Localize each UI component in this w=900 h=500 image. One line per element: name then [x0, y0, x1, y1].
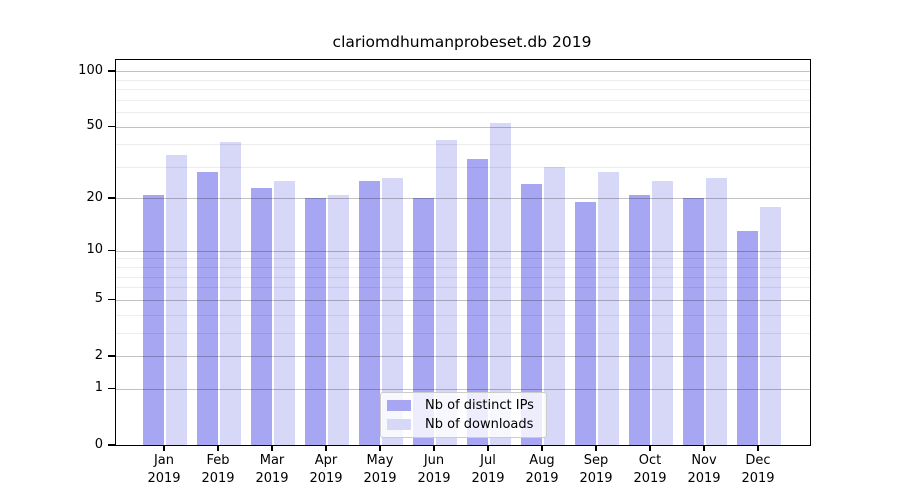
legend-swatch-downloads: [387, 419, 411, 430]
x-tick: [271, 445, 273, 451]
x-tick-label-oct: Oct 2019: [633, 453, 667, 486]
y-tick-label: 1: [94, 380, 103, 396]
x-tick-label-mar: Mar 2019: [255, 453, 289, 486]
bar-downloads-oct: [652, 181, 673, 445]
y-tick: [108, 249, 115, 252]
minor-gridline: [116, 287, 810, 289]
x-tick: [379, 445, 381, 451]
bar-ips-jun: [413, 198, 434, 445]
y-tick-label: 10: [86, 242, 103, 258]
x-tick-label-nov: Nov 2019: [687, 453, 721, 486]
x-tick: [433, 445, 435, 451]
minor-gridline: [116, 332, 810, 334]
bar-ips-feb: [197, 172, 218, 445]
legend-item-distinct-ips: Nb of distinct IPs: [387, 396, 540, 415]
y-tick-label: 5: [94, 291, 103, 307]
bar-ips-apr: [305, 198, 326, 445]
minor-gridline: [116, 99, 810, 101]
bar-downloads-sep: [598, 172, 619, 445]
bar-ips-mar: [251, 187, 272, 445]
y-tick-label: 50: [86, 118, 103, 134]
x-tick: [487, 445, 489, 451]
bar-downloads-dec: [760, 206, 781, 445]
bar-downloads-nov: [706, 178, 727, 445]
x-tick: [757, 445, 759, 451]
major-gridline: [116, 356, 810, 357]
plot-area: [115, 59, 811, 446]
x-tick: [649, 445, 651, 451]
bar-downloads-feb: [220, 142, 241, 445]
x-tick-label-may: May 2019: [363, 453, 397, 486]
x-tick: [703, 445, 705, 451]
major-gridline: [116, 250, 810, 252]
minor-gridline: [116, 79, 810, 81]
bar-downloads-jan: [166, 154, 187, 445]
bar-downloads-jun: [436, 140, 457, 445]
y-tick: [108, 197, 115, 199]
y-tick-label: 100: [78, 62, 103, 78]
y-tick: [108, 125, 115, 128]
major-gridline: [116, 198, 810, 200]
bar-ips-may: [359, 181, 380, 445]
chart-title: clariomdhumanprobeset.db 2019: [332, 33, 592, 51]
y-tick-label: 2: [94, 347, 103, 363]
minor-gridline: [116, 267, 810, 269]
minor-gridline: [116, 112, 810, 114]
minor-gridline: [116, 258, 810, 260]
x-tick-label-jan: Jan 2019: [147, 453, 181, 486]
y-tick-label: 20: [86, 189, 103, 205]
x-tick-label-dec: Dec 2019: [741, 453, 775, 486]
bar-ips-oct: [629, 194, 650, 445]
bar-ips-nov: [683, 198, 704, 445]
y-tick: [108, 298, 115, 301]
x-tick: [595, 445, 597, 451]
y-tick: [108, 387, 115, 390]
bar-downloads-jul: [490, 123, 511, 445]
x-tick: [217, 445, 219, 451]
y-tick: [108, 444, 115, 446]
minor-gridline: [116, 314, 810, 316]
legend-label-downloads: Nb of downloads: [425, 417, 534, 432]
legend-swatch-distinct-ips: [387, 400, 411, 411]
minor-gridline: [116, 89, 810, 91]
x-tick: [541, 445, 543, 451]
minor-gridline: [116, 144, 810, 146]
major-gridline: [116, 71, 810, 73]
x-tick-label-jul: Jul 2019: [471, 453, 505, 486]
x-tick-label-aug: Aug 2019: [525, 453, 559, 486]
bar-ips-jan: [143, 194, 164, 445]
x-tick-label-sep: Sep 2019: [579, 453, 613, 486]
major-gridline: [116, 388, 810, 390]
x-tick-label-jun: Jun 2019: [417, 453, 451, 486]
bar-downloads-may: [382, 178, 403, 445]
y-tick: [108, 70, 115, 72]
x-tick-label-feb: Feb 2019: [201, 453, 235, 486]
legend: Nb of distinct IPs Nb of downloads: [380, 392, 547, 438]
bar-ips-sep: [575, 202, 596, 445]
bar-downloads-mar: [274, 181, 295, 445]
bar-ips-jul: [467, 159, 488, 445]
major-gridline: [116, 126, 810, 128]
minor-gridline: [116, 276, 810, 278]
bar-downloads-aug: [544, 166, 565, 445]
bar-ips-dec: [737, 231, 758, 445]
y-tick: [108, 355, 115, 357]
legend-label-distinct-ips: Nb of distinct IPs: [425, 398, 534, 413]
x-tick: [163, 445, 165, 451]
major-gridline: [116, 299, 810, 301]
legend-item-downloads: Nb of downloads: [387, 415, 540, 434]
y-tick-label: 0: [94, 436, 103, 452]
minor-gridline: [116, 166, 810, 168]
x-tick-label-apr: Apr 2019: [309, 453, 343, 486]
bar-ips-aug: [521, 184, 542, 445]
bar-downloads-apr: [328, 194, 349, 445]
x-tick: [325, 445, 327, 451]
